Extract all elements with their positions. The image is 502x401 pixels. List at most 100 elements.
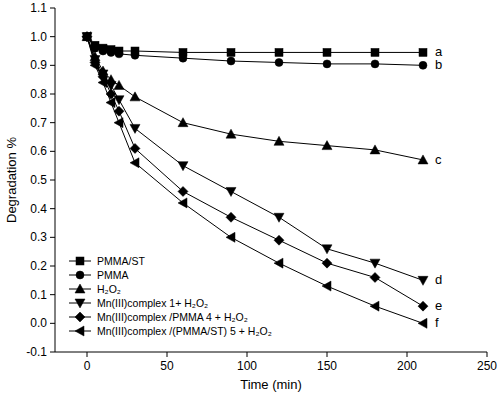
y-tick (50, 180, 55, 181)
data-point (226, 212, 236, 222)
data-point (130, 92, 140, 101)
data-point (226, 187, 236, 196)
y-tick (50, 151, 55, 152)
chart: -0.10.00.10.20.30.40.50.60.70.80.91.01.1… (0, 0, 502, 401)
data-point (322, 281, 331, 291)
data-point (130, 124, 140, 133)
series-end-label: c (435, 152, 442, 167)
data-point (322, 245, 332, 254)
data-point (418, 318, 427, 328)
data-point (370, 259, 380, 268)
x-tick (327, 352, 328, 357)
y-tick-label: 0.2 (30, 259, 47, 273)
x-tick-label: 200 (397, 359, 417, 373)
y-tick (50, 8, 55, 9)
legend-marker (75, 326, 84, 336)
data-point (274, 258, 283, 268)
data-point (178, 186, 188, 196)
y-tick (50, 294, 55, 295)
data-point (226, 232, 235, 242)
data-point (227, 48, 235, 56)
data-point (107, 48, 115, 56)
data-point (82, 32, 91, 42)
x-axis-title: Time (min) (240, 377, 302, 392)
y-tick-label: 0.1 (30, 288, 47, 302)
data-point (323, 48, 331, 56)
legend-label: Mn(III)complex 1+ H₂O₂ (97, 297, 208, 309)
y-tick (50, 65, 55, 66)
y-tick-label: 0.0 (30, 316, 47, 330)
data-point (274, 235, 284, 245)
legend-label: PMMA (97, 269, 129, 281)
data-point (226, 129, 236, 138)
data-point (98, 78, 107, 88)
data-point (322, 141, 332, 150)
legend-label: Mn(III)complex /PMMA 4 + H₂O₂ (97, 311, 248, 323)
x-tick-label: 100 (237, 359, 257, 373)
x-tick (407, 352, 408, 357)
x-tick-label: 0 (84, 359, 91, 373)
series-end-label: e (435, 298, 442, 313)
series-end-label: b (435, 57, 442, 72)
data-point (418, 155, 428, 164)
legend-label: Mn(III)complex /(PMMA/ST) 5 + H₂O₂ (97, 325, 272, 337)
legend-label: H₂O₂ (97, 283, 121, 295)
series-line (87, 37, 423, 160)
series-line (87, 37, 423, 281)
legend-marker (75, 312, 85, 322)
data-point (274, 136, 284, 145)
x-tick-label: 250 (477, 359, 497, 373)
data-point (114, 118, 123, 128)
y-tick-label: 0.4 (30, 202, 47, 216)
data-point (130, 158, 139, 168)
data-point (274, 213, 284, 222)
data-point (227, 57, 235, 65)
plot-area (82, 32, 428, 329)
x-tick (87, 352, 88, 357)
data-point (419, 61, 427, 69)
data-point (275, 58, 283, 66)
data-point (371, 48, 379, 56)
data-point (131, 51, 139, 59)
series-end-label: d (435, 272, 442, 287)
data-point (178, 118, 188, 127)
data-point (323, 60, 331, 68)
data-point (418, 276, 428, 285)
y-tick (50, 237, 55, 238)
data-point (370, 272, 380, 282)
y-tick-label: 0.8 (30, 87, 47, 101)
y-tick (50, 122, 55, 123)
legend-marker (76, 257, 84, 265)
x-axis (55, 352, 487, 353)
y-tick (50, 36, 55, 37)
y-tick (50, 266, 55, 267)
y-tick (50, 208, 55, 209)
legend-marker (75, 299, 85, 308)
series-line (87, 37, 423, 324)
data-point (370, 145, 380, 154)
y-tick (50, 94, 55, 95)
data-point (370, 301, 379, 311)
y-tick-label: -0.1 (26, 345, 47, 359)
x-tick (167, 352, 168, 357)
legend-marker (76, 271, 84, 279)
data-point (275, 48, 283, 56)
data-point (178, 198, 187, 208)
y-tick-label: 0.3 (30, 230, 47, 244)
x-tick-label: 150 (317, 359, 337, 373)
legend-marker (75, 284, 85, 293)
data-point (90, 60, 99, 70)
data-point (371, 60, 379, 68)
data-point (418, 301, 428, 311)
data-point (419, 48, 427, 56)
y-tick-label: 0.6 (30, 144, 47, 158)
data-point (106, 98, 115, 108)
data-point (130, 143, 140, 153)
y-tick (50, 352, 55, 353)
x-tick (487, 352, 488, 357)
data-point (82, 32, 92, 42)
data-point (115, 50, 123, 58)
y-tick-label: 0.9 (30, 58, 47, 72)
data-point (178, 162, 188, 171)
data-point (82, 32, 92, 41)
